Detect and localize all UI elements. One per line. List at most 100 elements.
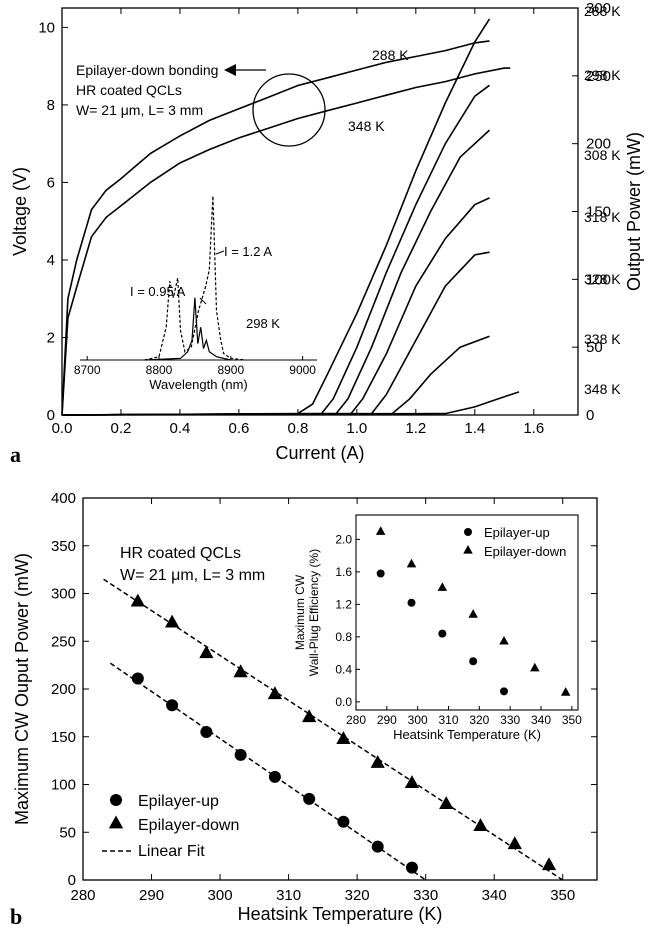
annotation-line-1: Epilayer-down bonding: [76, 62, 218, 78]
inset-label-1.2A: I = 1.2 A: [224, 244, 272, 259]
curve-label: 288 K: [584, 3, 621, 19]
y-right-tick-label: 250: [586, 68, 611, 85]
y-tick-label: 50: [59, 824, 76, 841]
epilayer-up-point: [268, 770, 281, 783]
x-tick-label: 1.4: [464, 420, 485, 437]
x-tick-label: 0.4: [170, 420, 191, 437]
y-right-tick-label: 150: [586, 204, 611, 221]
y-right-tick-label: 0: [586, 407, 594, 424]
x-tick-label: 280: [70, 887, 95, 904]
panel-b: 280 290 300 310 320 330 340 350 0 50 100 150 200 250 3…: [10, 490, 598, 929]
x-tick-label: 0.6: [228, 420, 249, 437]
voltage-curve: [61, 67, 511, 416]
panel-a: 0.0 0.2 0.4 0.6 0.8 1.0 1.2 1.4 1.60246810050100…: [10, 0, 644, 467]
inset-x-tick-label: 350: [562, 713, 582, 727]
curve-label: 298 K: [584, 67, 621, 83]
y-left-tick-label: 4: [47, 252, 55, 269]
inset-x-tick-label: 280: [346, 713, 366, 727]
legend-triangle-marker: [108, 815, 124, 829]
y-left-tick-label: 6: [47, 174, 55, 191]
epilayer-up-point: [337, 815, 350, 828]
inset-epilayer-down-point: [375, 526, 386, 535]
x-axis-label: Current (A): [275, 443, 364, 463]
inset-y-axis-label-2: Wall-Plug Efficiency (%): [307, 549, 321, 676]
inset-y-axis-label-1: Maximum CW: [293, 574, 307, 650]
curve-label: 328 K: [584, 271, 621, 287]
inset-epilayer-down-point: [406, 558, 417, 568]
inset-epilayer-up-point: [500, 687, 508, 696]
inset-pointer: [215, 250, 225, 255]
epilayer-up-point: [131, 672, 144, 685]
panel-label: b: [10, 904, 22, 929]
x-tick-label: 310: [276, 887, 301, 904]
inset-y-tick-label: 0.0: [335, 695, 352, 709]
epilayer-down-point: [336, 731, 351, 745]
annotation-line-3: W= 21 μm, L= 3 mm: [76, 102, 203, 118]
annotation-line-2: HR coated QCLs: [76, 82, 182, 98]
legend-label: Epilayer-down: [138, 817, 239, 834]
x-tick-label: 330: [413, 887, 438, 904]
inset-x-tick-label: 8900: [217, 363, 244, 377]
epilayer-down-point: [233, 664, 248, 678]
annotation-line-1: HR coated QCLs: [120, 545, 241, 562]
inset-legend-circle: [464, 528, 472, 536]
y-right-tick-label: 200: [586, 136, 611, 153]
curve-label: 348 K: [584, 381, 621, 397]
y-right-tick-label: 100: [586, 271, 611, 288]
x-tick-label: 290: [139, 887, 164, 904]
inset-legend-label: Epilayer-down: [484, 544, 566, 559]
legend-label: Linear Fit: [138, 843, 205, 860]
curve-label: 338 K: [584, 331, 621, 347]
y-left-axis-label: Voltage (V): [10, 167, 30, 256]
y-left-tick-label: 2: [47, 329, 55, 346]
epilayer-up-point: [405, 861, 418, 874]
x-tick-label: 320: [345, 887, 370, 904]
epilayer-down-point: [130, 593, 145, 607]
inset-label-0.95A: I = 0.95 A: [130, 284, 186, 299]
epilayer-up-point: [234, 748, 247, 761]
x-tick-label: 1.6: [523, 420, 544, 437]
epilayer-down-point: [267, 686, 283, 700]
epilayer-up-point: [166, 699, 179, 712]
inset-y-tick-label: 0.8: [335, 630, 352, 644]
curve-label: 308 K: [584, 147, 621, 163]
inset-epilayer-up-point: [438, 629, 447, 638]
x-tick-label: 300: [208, 887, 233, 904]
inset-x-tick-label: 290: [377, 713, 397, 727]
inset-x-tick-label: 330: [500, 713, 520, 727]
inset-x-tick-label: 9000: [289, 363, 316, 377]
y-tick-label: 250: [51, 633, 76, 650]
inset-epilayer-up-point: [469, 657, 478, 666]
inset-x-tick-label: 8800: [146, 363, 173, 377]
y-tick-label: 350: [51, 538, 76, 555]
power-curve: [61, 129, 491, 416]
epilayer-down-point: [473, 818, 488, 831]
x-tick-label: 340: [482, 887, 507, 904]
inset-x-tick-label: 310: [438, 713, 458, 727]
inset-y-tick-label: 2.0: [335, 532, 352, 546]
x-tick-label: 1.2: [405, 420, 426, 437]
panel-label: a: [10, 442, 21, 467]
y-tick-label: 200: [51, 681, 76, 698]
inset-epilayer-up-point: [407, 598, 416, 607]
legend-label: Epilayer-up: [138, 793, 219, 810]
y-left-tick-label: 8: [47, 97, 55, 114]
highlight-circle: [252, 73, 326, 147]
inset-x-tick-label: 340: [531, 713, 551, 727]
inset-x-axis-label: Heatsink Temperature (K): [393, 727, 541, 742]
x-tick-label: 0.2: [111, 420, 132, 437]
inset-epilayer-down-point: [499, 635, 509, 645]
legend-circle-marker: [110, 794, 122, 806]
epilayer-down-point: [164, 614, 180, 628]
x-tick-label: 350: [550, 887, 575, 904]
x-axis-label: Heatsink Temperature (K): [238, 904, 443, 924]
curve-label: 348 K: [348, 118, 385, 134]
epilayer-up-point: [303, 792, 316, 805]
annotation-line-2: W= 21 μm, L= 3 mm: [120, 567, 265, 584]
y-right-tick-label: 300: [586, 0, 611, 17]
epilayer-up-point: [371, 840, 384, 853]
epilayer-down-point: [199, 645, 214, 659]
y-left-tick-label: 0: [47, 407, 55, 424]
inset-y-tick-label: 1.6: [335, 565, 352, 579]
